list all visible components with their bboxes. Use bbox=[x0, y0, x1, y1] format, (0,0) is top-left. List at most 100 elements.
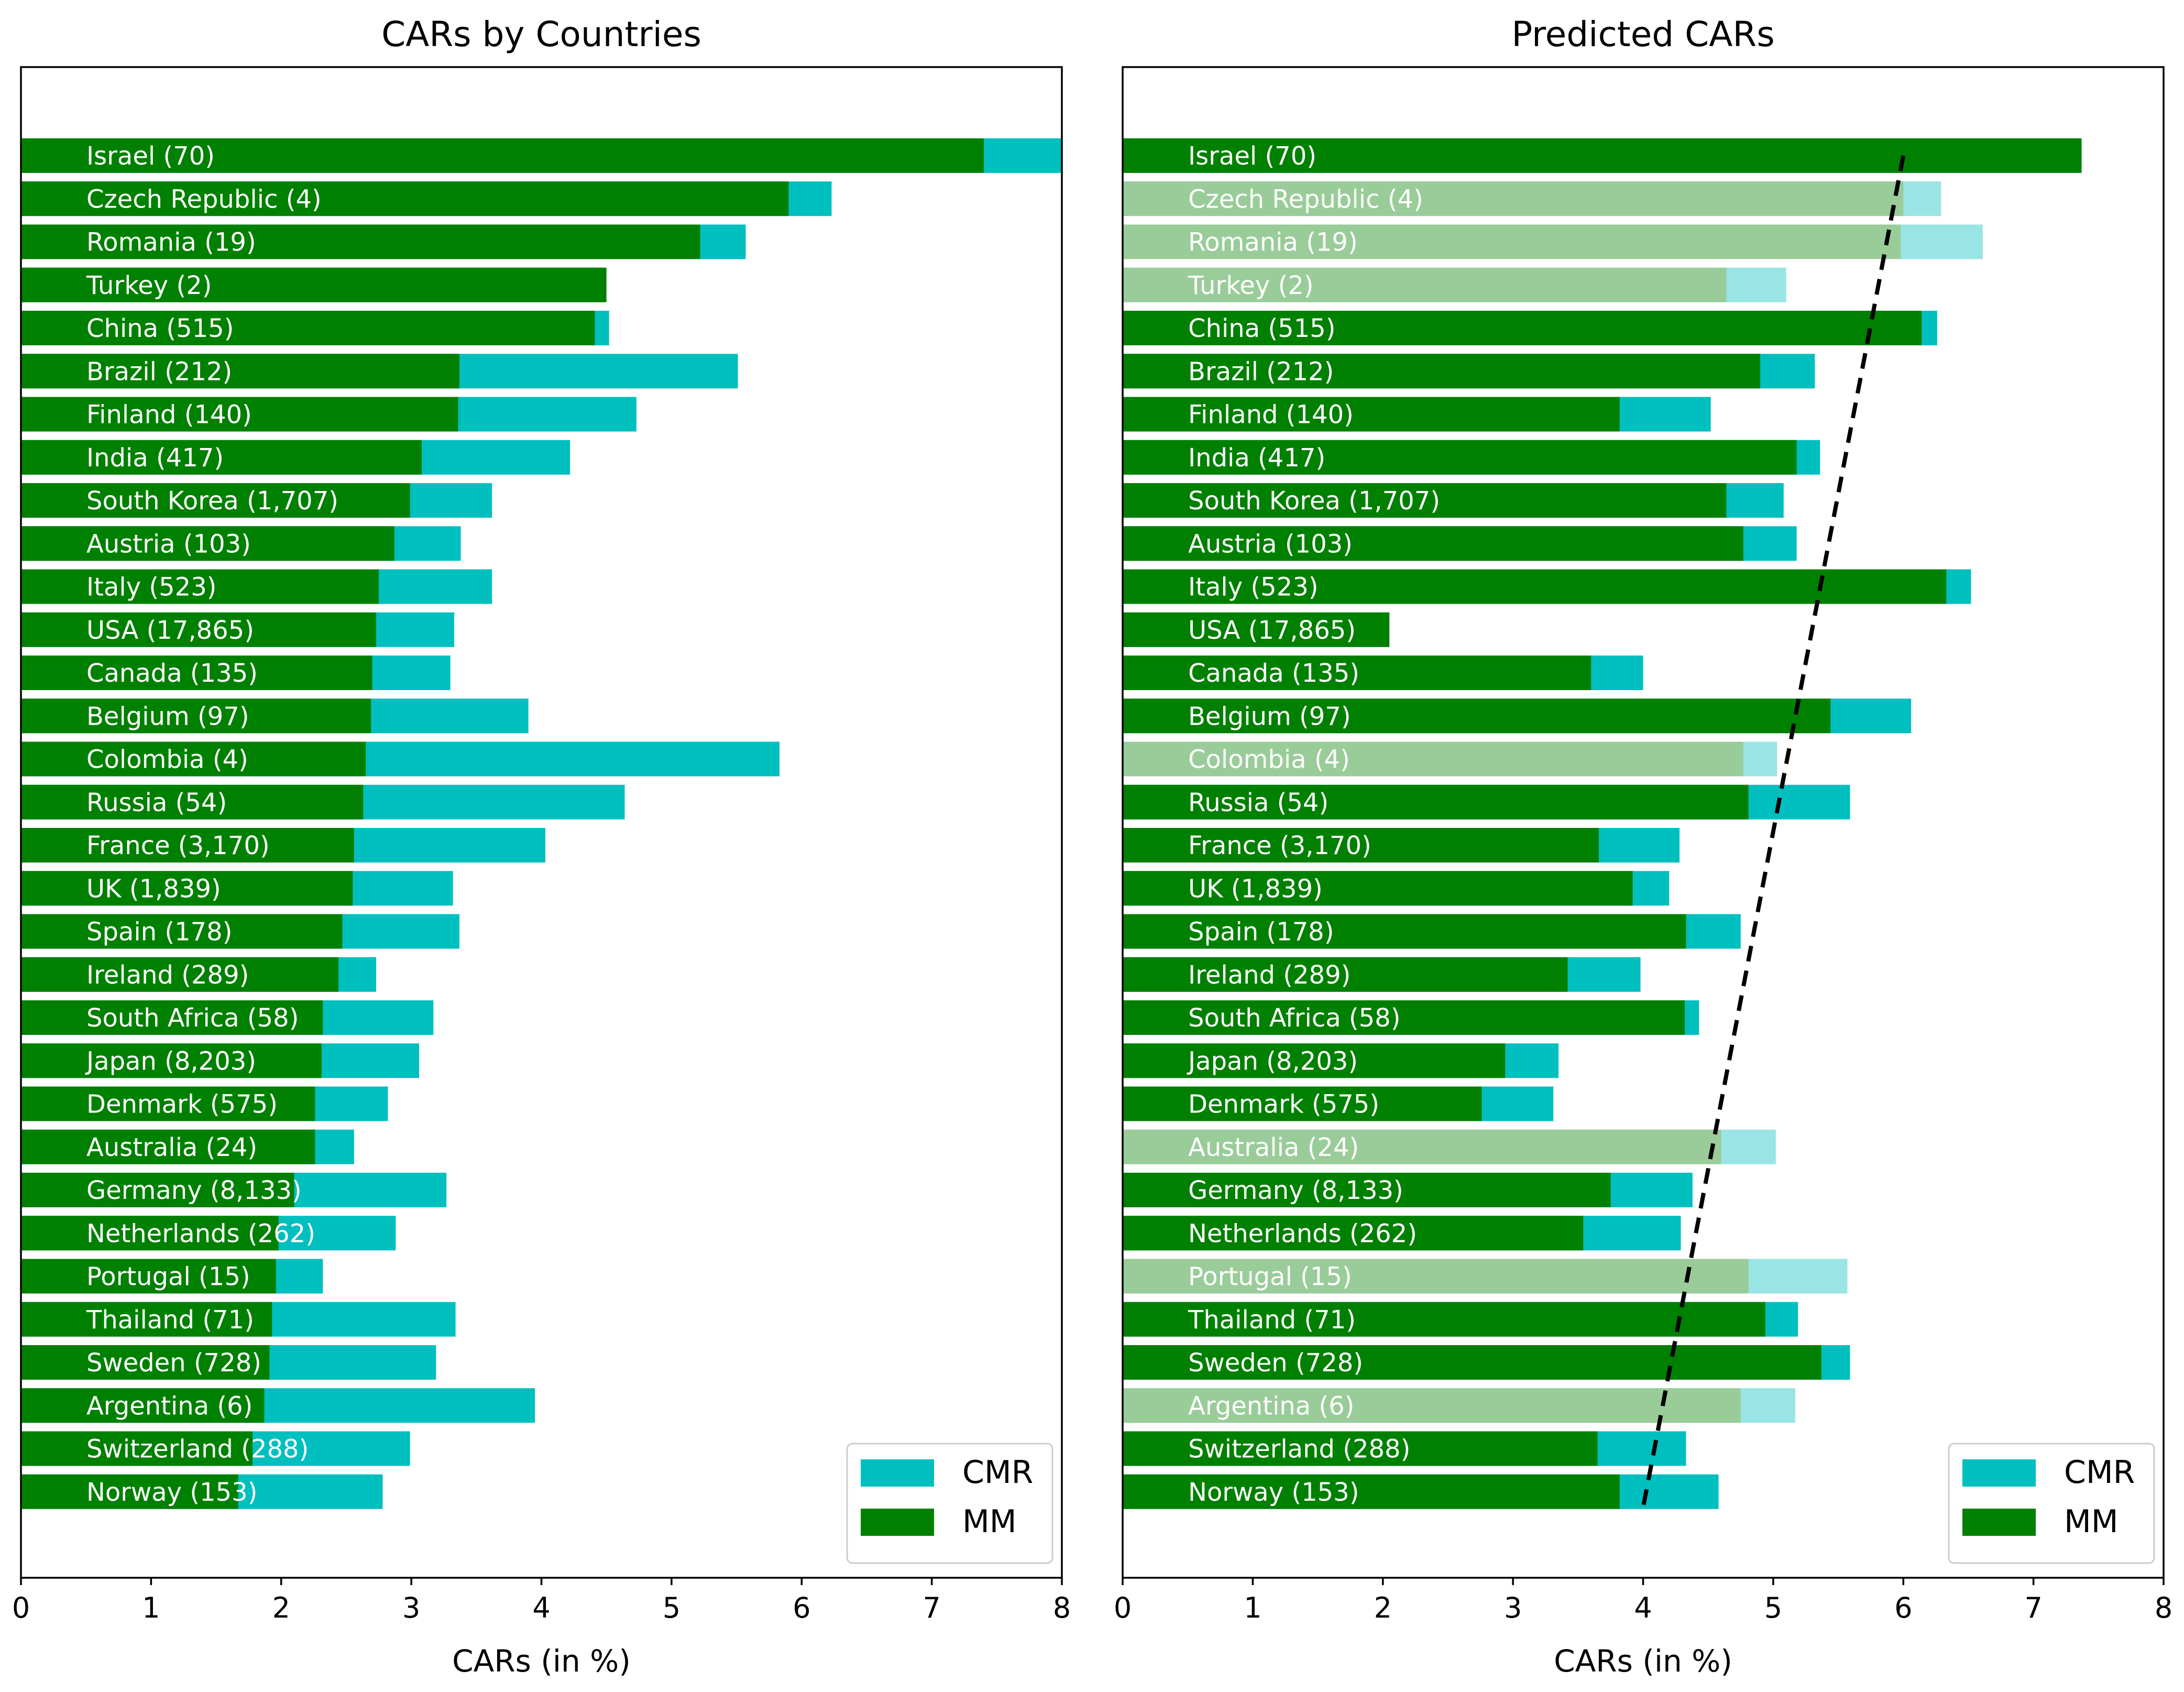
legend-label-cmr: CMR bbox=[2064, 1454, 2135, 1491]
bar-label-australia: Australia (24) bbox=[1188, 1133, 1359, 1162]
bar-mm-finland bbox=[21, 397, 458, 432]
legend-swatch-cmr bbox=[1962, 1459, 2036, 1487]
bar-label-czech-republic: Czech Republic (4) bbox=[1188, 184, 1423, 214]
x-tick-label: 2 bbox=[272, 1591, 290, 1624]
bar-mm-finland bbox=[1123, 397, 1620, 432]
bar-mm-spain bbox=[21, 914, 343, 949]
bar-mm-colombia bbox=[21, 741, 366, 777]
bar-label-china: China (515) bbox=[86, 314, 234, 343]
legend-swatch-mm bbox=[1962, 1509, 2036, 1536]
bar-mm-switzerland bbox=[21, 1431, 253, 1466]
bar-label-south-africa: South Africa (58) bbox=[1188, 1003, 1400, 1033]
bar-mm-italy bbox=[21, 569, 379, 604]
bar-mm-russia bbox=[21, 784, 364, 820]
x-tick-label: 1 bbox=[142, 1591, 160, 1624]
bar-mm-netherlands bbox=[1123, 1216, 1584, 1251]
bar-label-netherlands: Netherlands (262) bbox=[1188, 1219, 1417, 1248]
bar-label-colombia: Colombia (4) bbox=[1188, 745, 1350, 774]
x-tick-label: 4 bbox=[1634, 1591, 1652, 1624]
bar-label-spain: Spain (178) bbox=[86, 918, 232, 947]
bar-mm-austria bbox=[21, 526, 394, 561]
x-tick-label: 7 bbox=[923, 1591, 940, 1624]
x-tick-label: 2 bbox=[1374, 1591, 1392, 1624]
bar-label-spain: Spain (178) bbox=[1188, 918, 1334, 947]
bar-label-turkey: Turkey (2) bbox=[86, 271, 212, 300]
bar-mm-sweden bbox=[21, 1345, 270, 1380]
bar-mm-turkey bbox=[21, 267, 607, 302]
bar-mm-belgium bbox=[21, 698, 371, 734]
bar-mm-ireland bbox=[1123, 957, 1568, 992]
bar-mm-south-africa bbox=[21, 1000, 323, 1035]
x-tick-label: 6 bbox=[1894, 1591, 1912, 1624]
bar-label-thailand: Thailand (71) bbox=[1188, 1305, 1356, 1335]
bar-label-austria: Austria (103) bbox=[86, 529, 251, 559]
bar-label-brazil: Brazil (212) bbox=[1188, 357, 1334, 386]
bar-label-japan: Japan (8,203) bbox=[1187, 1046, 1358, 1076]
bar-mm-denmark bbox=[21, 1086, 315, 1121]
x-tick-label: 6 bbox=[793, 1591, 810, 1624]
bar-mm-australia bbox=[21, 1129, 315, 1164]
bar-mm-sweden bbox=[1123, 1345, 1821, 1380]
bar-label-france: France (3,170) bbox=[1188, 831, 1371, 860]
bar-mm-portugal bbox=[21, 1259, 276, 1294]
chart-title: CARs by Countries bbox=[381, 14, 701, 54]
bar-label-russia: Russia (54) bbox=[1188, 788, 1329, 817]
bar-label-switzerland: Switzerland (288) bbox=[86, 1435, 309, 1464]
bar-label-argentina: Argentina (6) bbox=[86, 1391, 253, 1421]
bar-mm-belgium bbox=[1123, 698, 1831, 734]
bar-mm-germany bbox=[21, 1173, 294, 1207]
bar-mm-norway bbox=[21, 1474, 238, 1509]
bar-label-finland: Finland (140) bbox=[1188, 400, 1354, 430]
bar-mm-israel bbox=[1123, 138, 2082, 173]
bar-mm-romania bbox=[21, 224, 700, 259]
bar-label-germany: Germany (8,133) bbox=[1188, 1176, 1403, 1205]
legend: CMR MM bbox=[1948, 1443, 2155, 1564]
bar-mm-germany bbox=[1123, 1173, 1611, 1207]
legend-swatch-cmr bbox=[861, 1459, 934, 1487]
bar-mm-india bbox=[21, 440, 422, 475]
bar-label-sweden: Sweden (728) bbox=[1188, 1348, 1363, 1378]
bar-mm-czech-republic bbox=[1123, 181, 1904, 216]
bar-label-india: India (417) bbox=[1188, 443, 1325, 473]
bar-label-japan: Japan (8,203) bbox=[85, 1046, 256, 1076]
bar-label-ireland: Ireland (289) bbox=[86, 960, 249, 990]
bar-label-portugal: Portugal (15) bbox=[86, 1262, 250, 1292]
bar-label-netherlands: Netherlands (262) bbox=[86, 1219, 315, 1248]
bar-label-thailand: Thailand (71) bbox=[86, 1305, 254, 1335]
bar-label-italy: Italy (523) bbox=[1188, 573, 1318, 602]
bar-mm-australia bbox=[1123, 1129, 1721, 1164]
bar-label-portugal: Portugal (15) bbox=[1188, 1262, 1352, 1292]
x-axis: 0 1 2 3 4 5 6 7 8 bbox=[12, 1578, 1071, 1624]
bar-label-austria: Austria (103) bbox=[1188, 529, 1353, 559]
x-axis-label: CARs (in %) bbox=[452, 1643, 631, 1679]
bar-mm-france bbox=[1123, 828, 1599, 863]
bar-label-france: France (3,170) bbox=[86, 831, 270, 860]
bar-mm-south-korea bbox=[1123, 483, 1727, 518]
bar-mm-spain bbox=[1123, 914, 1686, 949]
bar-mm-south-korea bbox=[21, 483, 410, 518]
bar-mm-austria bbox=[1123, 526, 1743, 561]
bar-label-brazil: Brazil (212) bbox=[86, 357, 232, 386]
bar-label-denmark: Denmark (575) bbox=[86, 1090, 278, 1119]
chart-panel-1: CARs by Countries Israel (70) Czech Republ… bbox=[12, 14, 1071, 1679]
bar-mm-netherlands bbox=[21, 1216, 279, 1251]
bar-label-usa: USA (17,865) bbox=[1188, 616, 1356, 645]
bar-label-canada: Canada (135) bbox=[86, 659, 258, 688]
bar-mm-portugal bbox=[1123, 1259, 1749, 1294]
bar-label-romania: Romania (19) bbox=[1188, 228, 1358, 257]
bar-mm-usa bbox=[21, 612, 377, 647]
legend-label-mm: MM bbox=[2064, 1503, 2119, 1540]
x-tick-label: 5 bbox=[1764, 1591, 1782, 1624]
bar-label-south-korea: South Korea (1,707) bbox=[1188, 486, 1440, 516]
x-tick-label: 0 bbox=[1114, 1591, 1132, 1624]
bar-label-romania: Romania (19) bbox=[86, 228, 256, 257]
bar-mm-czech-republic bbox=[21, 181, 789, 216]
bar-mm-japan bbox=[21, 1043, 322, 1078]
bar-mm-uk bbox=[21, 871, 353, 906]
bar-label-usa: USA (17,865) bbox=[86, 616, 254, 645]
legend-label-cmr: CMR bbox=[962, 1454, 1033, 1491]
bar-label-finland: Finland (140) bbox=[86, 400, 252, 430]
bar-mm-china bbox=[21, 311, 595, 345]
bar-label-israel: Israel (70) bbox=[1188, 141, 1316, 171]
bar-mm-norway bbox=[1123, 1474, 1620, 1509]
